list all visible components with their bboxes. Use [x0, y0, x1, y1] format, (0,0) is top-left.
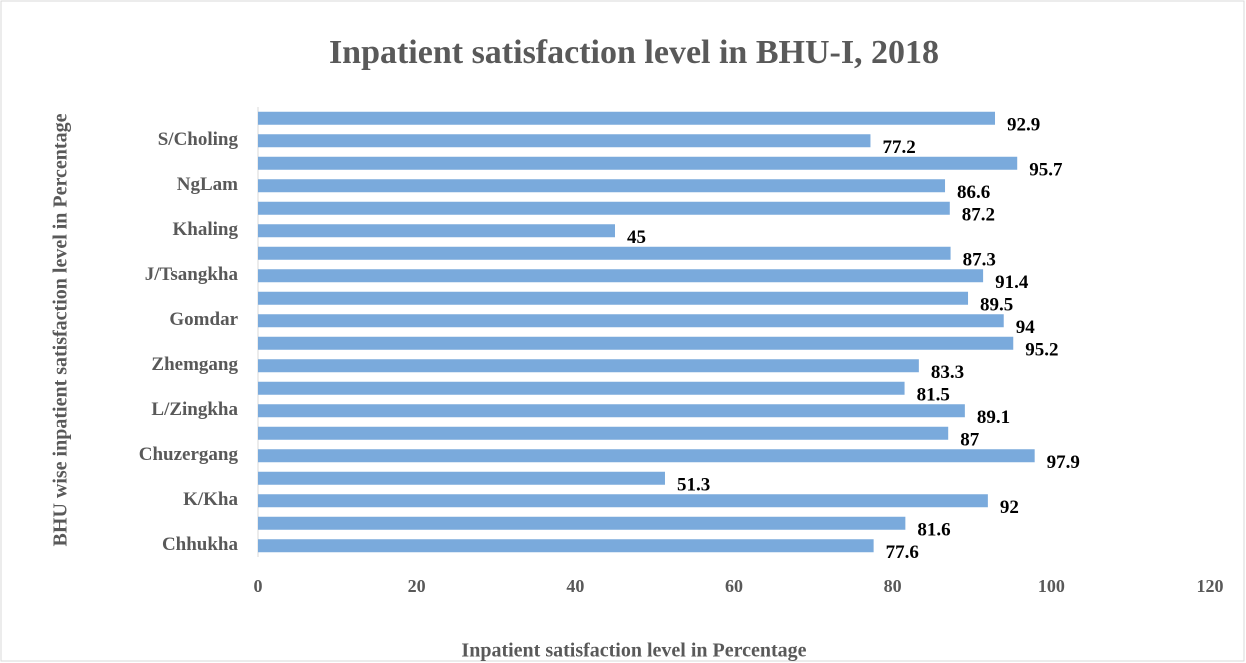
- data-label: 87.2: [962, 205, 995, 226]
- bar: [258, 381, 905, 395]
- bar: [258, 516, 906, 530]
- bar: [258, 224, 615, 238]
- data-label: 83.3: [931, 362, 964, 383]
- data-label: 87: [960, 430, 980, 451]
- x-tick-label: 80: [884, 576, 902, 596]
- data-label: 87.3: [963, 250, 996, 271]
- data-label: 81.6: [917, 520, 950, 541]
- data-label: 91.4: [995, 272, 1029, 293]
- data-label: 81.5: [917, 385, 950, 406]
- bar: [258, 156, 1018, 170]
- y-tick-label: Zhemgang: [151, 354, 238, 375]
- data-label: 95.2: [1025, 340, 1058, 361]
- x-axis-title: Inpatient satisfaction level in Percenta…: [461, 640, 806, 662]
- x-tick-label: 20: [408, 576, 426, 596]
- data-label: 45: [627, 227, 646, 248]
- x-tick-label: 0: [254, 576, 263, 596]
- y-axis-title: BHU wise inpatient satisfaction level in…: [50, 113, 72, 546]
- data-label: 92.9: [1007, 115, 1040, 136]
- x-tick-label: 120: [1197, 576, 1224, 596]
- bar: [258, 314, 1004, 328]
- bar: [258, 359, 919, 373]
- y-tick-label: Chhukha: [162, 534, 239, 555]
- data-label: 77.6: [886, 542, 919, 563]
- y-tick-label: NgLam: [177, 174, 238, 195]
- x-tick-label: 100: [1038, 576, 1065, 596]
- bar: [258, 449, 1035, 463]
- bar: [258, 269, 984, 283]
- data-label: 92: [1000, 497, 1019, 518]
- y-tick-label: Gomdar: [169, 309, 238, 330]
- bar: [258, 179, 946, 193]
- y-tick-label: L/Zingkha: [151, 399, 238, 420]
- data-label: 94: [1016, 317, 1036, 338]
- y-tick-label: Chuzergang: [139, 444, 239, 465]
- y-tick-label: Khaling: [173, 219, 239, 240]
- y-tick-label: S/Choling: [158, 129, 239, 150]
- y-tick-label: K/Kha: [183, 489, 238, 510]
- bar: [258, 426, 949, 440]
- data-label: 77.2: [882, 137, 915, 158]
- data-label: 89.1: [977, 407, 1010, 428]
- bar: [258, 539, 874, 553]
- x-tick-label: 40: [566, 576, 584, 596]
- x-tick-label: 60: [725, 576, 743, 596]
- data-label: 51.3: [677, 475, 710, 496]
- data-label: 89.5: [980, 295, 1013, 316]
- bar: [258, 111, 996, 125]
- bar: [258, 246, 951, 260]
- chart-title: Inpatient satisfaction level in BHU-I, 2…: [329, 34, 939, 71]
- data-label: 95.7: [1029, 160, 1063, 181]
- bar: [258, 134, 871, 148]
- bar: [258, 291, 969, 305]
- bar: [258, 471, 665, 485]
- data-label: 97.9: [1047, 452, 1080, 473]
- bar: [258, 336, 1014, 350]
- bar: [258, 201, 950, 215]
- data-label: 86.6: [957, 182, 990, 203]
- y-tick-label: J/Tsangkha: [145, 264, 239, 285]
- bar: [258, 494, 988, 508]
- bar: [258, 404, 965, 418]
